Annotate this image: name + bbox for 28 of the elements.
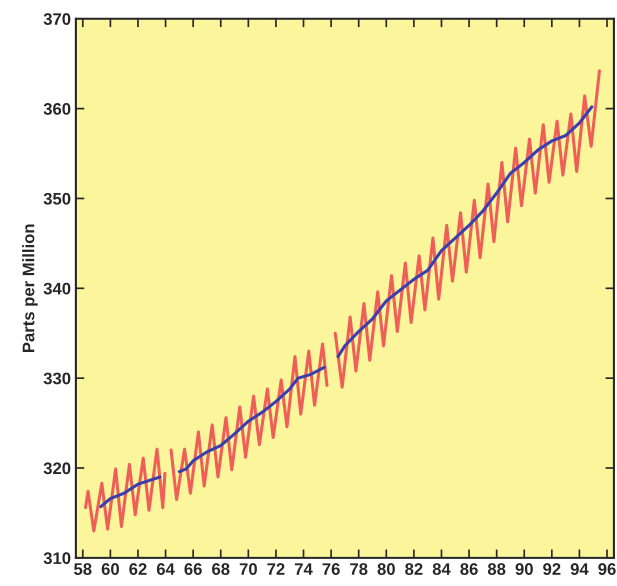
x-tick-label: 94 bbox=[570, 563, 589, 575]
x-tick-label: 86 bbox=[460, 563, 478, 575]
x-tick-label: 58 bbox=[74, 563, 92, 575]
x-tick-label: 92 bbox=[543, 563, 560, 575]
y-tick-label: 340 bbox=[44, 282, 70, 295]
x-tick-label: 82 bbox=[405, 563, 422, 575]
x-tick-label: 62 bbox=[129, 563, 147, 575]
y-tick-label: 310 bbox=[44, 552, 70, 564]
y-tick-label: 320 bbox=[44, 462, 70, 474]
x-tick-label: 96 bbox=[598, 563, 616, 575]
y-tick-label: 350 bbox=[44, 192, 70, 205]
x-tick-label: 70 bbox=[240, 563, 257, 575]
x-tick-label: 74 bbox=[294, 563, 313, 575]
x-tick-label: 76 bbox=[322, 563, 340, 575]
x-tick-label: 60 bbox=[102, 563, 119, 575]
x-tick-label: 84 bbox=[432, 563, 451, 575]
x-tick-label: 90 bbox=[516, 563, 533, 575]
x-tick-label: 78 bbox=[350, 563, 368, 575]
x-tick-label: 68 bbox=[212, 563, 230, 575]
x-tick-label: 80 bbox=[378, 563, 395, 575]
x-tick-label: 64 bbox=[156, 563, 175, 575]
x-tick-label: 88 bbox=[488, 563, 506, 575]
y-axis-title: Parts per Million bbox=[22, 224, 38, 352]
x-tick-label: 72 bbox=[267, 563, 285, 575]
y-tick-label: 330 bbox=[44, 372, 70, 384]
x-tick-label: 66 bbox=[184, 563, 202, 575]
y-tick-label: 360 bbox=[44, 103, 70, 115]
y-tick-label: 370 bbox=[44, 13, 70, 25]
